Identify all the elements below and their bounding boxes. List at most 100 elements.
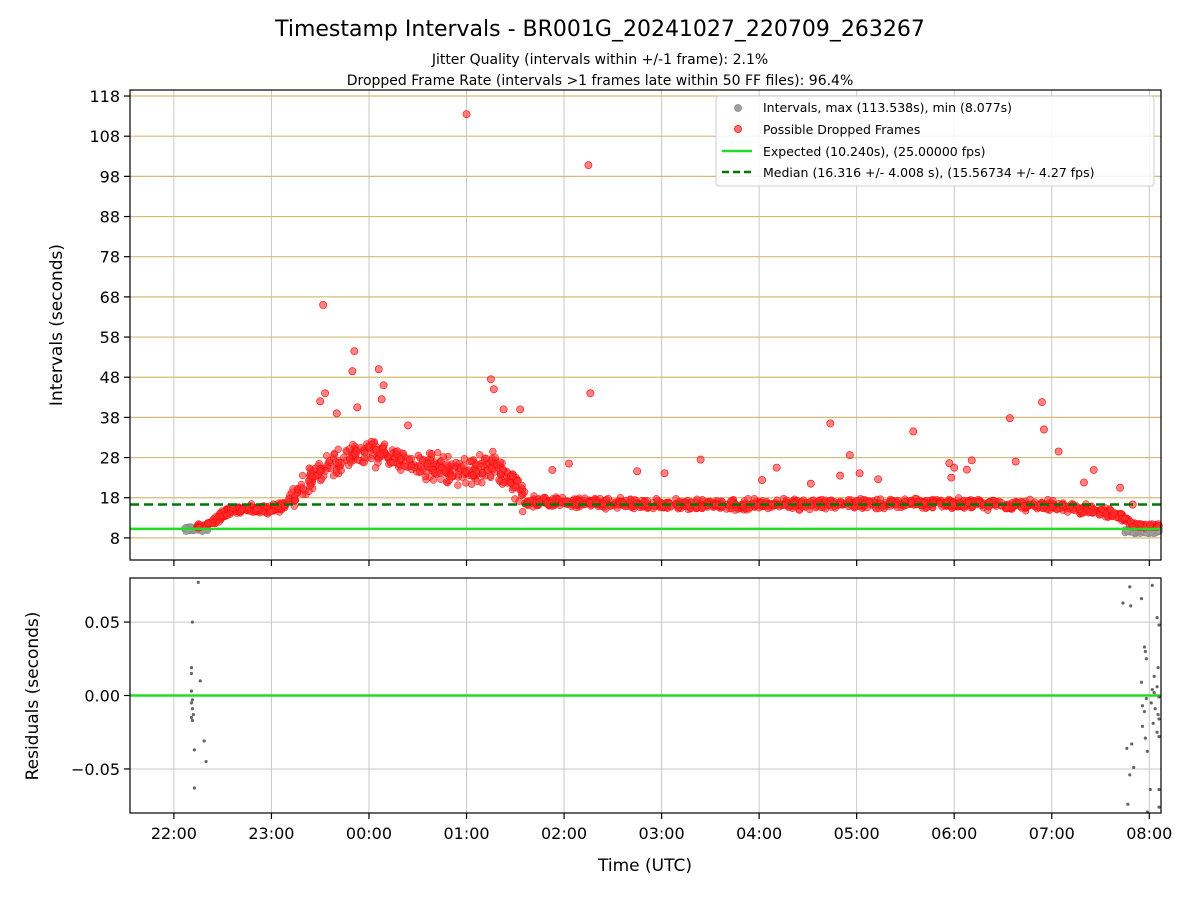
- dropped-frame-point: [209, 515, 217, 524]
- dropped-frame-point: [372, 446, 380, 454]
- legend-marker-dropped: [734, 125, 742, 133]
- dropped-frame-outlier: [1054, 447, 1063, 456]
- dropped-frame-point: [486, 472, 495, 480]
- dropped-frame-point: [850, 504, 859, 512]
- dropped-frame-outlier: [758, 476, 766, 484]
- residual-point: [190, 718, 195, 723]
- dropped-frame-point: [698, 504, 706, 513]
- dropped-frame-outlier: [319, 301, 328, 309]
- residual-point: [190, 698, 195, 702]
- dropped-frame-point: [1136, 520, 1144, 528]
- dropped-frame-outlier: [909, 427, 918, 436]
- residual-point: [1157, 623, 1161, 627]
- dropped-frame-point: [586, 499, 594, 507]
- residual-point: [1157, 735, 1161, 739]
- dropped-frame-outlier: [348, 367, 357, 376]
- dropped-frame-point: [407, 462, 415, 470]
- dropped-frame-point: [330, 450, 339, 459]
- dropped-frame-outlier: [1038, 398, 1046, 407]
- dropped-frame-point: [443, 460, 451, 468]
- dropped-frame-point: [462, 479, 470, 487]
- dropped-frame-point: [519, 507, 527, 516]
- dropped-frame-point: [238, 505, 246, 513]
- dropped-frame-point: [496, 470, 505, 478]
- dropped-frame-point: [478, 469, 486, 477]
- top-y-axis-label: Intervals (seconds): [47, 244, 67, 406]
- dropped-frame-point: [1049, 496, 1057, 505]
- dropped-frame-point: [476, 451, 484, 459]
- top-y-tick-label: 8: [110, 529, 120, 548]
- dropped-frame-point: [1003, 504, 1011, 512]
- dropped-frame-point: [376, 450, 385, 458]
- dropped-frame-point: [826, 496, 834, 505]
- dropped-frame-point: [1064, 508, 1072, 516]
- dropped-frame-outlier: [353, 403, 362, 412]
- x-tick-label: 08:00: [1126, 824, 1172, 843]
- residual-point: [1157, 717, 1161, 721]
- dropped-frame-point: [1121, 514, 1129, 523]
- dropped-frame-outlier: [462, 110, 471, 119]
- x-tick-label: 07:00: [1029, 824, 1075, 843]
- dropped-frame-point: [836, 497, 845, 505]
- top-y-tick-label: 28: [100, 449, 120, 468]
- dropped-frame-outlier: [874, 475, 883, 484]
- bottom-y-tick-label: 0.00: [84, 687, 120, 706]
- residual-point: [1143, 736, 1147, 740]
- dropped-frame-point: [654, 497, 662, 505]
- dropped-frame-outlier: [1080, 478, 1088, 487]
- x-tick-label: 02:00: [541, 824, 587, 843]
- dropped-frame-outlier: [321, 389, 329, 398]
- dropped-frame-outlier: [947, 473, 956, 482]
- x-tick-label: 23:00: [248, 824, 294, 843]
- dropped-frame-outlier: [1116, 483, 1124, 492]
- residual-point: [1130, 742, 1134, 746]
- dropped-frame-point: [506, 479, 514, 487]
- residual-point: [1149, 701, 1153, 705]
- dropped-frame-outlier: [1040, 425, 1048, 434]
- dropped-frame-outlier: [404, 421, 412, 430]
- dropped-frame-point: [509, 472, 517, 480]
- residual-point: [189, 701, 194, 705]
- residual-points: [189, 580, 1161, 814]
- dropped-frame-point: [649, 504, 658, 513]
- residual-point: [1143, 649, 1147, 654]
- dropped-frame-point: [472, 468, 480, 476]
- dropped-frame-point: [298, 471, 307, 480]
- residual-point: [190, 620, 195, 624]
- dropped-frame-point: [340, 453, 348, 461]
- residual-point: [1128, 773, 1132, 777]
- dropped-frame-outlier: [660, 469, 669, 478]
- dropped-frame-point: [731, 506, 739, 514]
- x-tick-label: 04:00: [736, 824, 782, 843]
- residual-point: [189, 689, 194, 693]
- dropped-frame-outlier: [350, 347, 359, 356]
- dropped-frame-point: [367, 454, 376, 463]
- dropped-frame-point: [482, 454, 491, 463]
- legend-label-median: Median (16.316 +/- 4.008 s), (15.56734 +…: [763, 165, 1094, 180]
- dropped-frame-outlier: [772, 463, 781, 472]
- residual-point: [1132, 765, 1136, 770]
- dropped-frame-point: [437, 457, 445, 465]
- dropped-frame-outlier: [696, 455, 705, 464]
- dropped-frame-point: [477, 462, 485, 471]
- residual-point: [192, 786, 196, 790]
- dropped-frame-point: [291, 496, 299, 505]
- dropped-frame-outlier: [962, 465, 971, 474]
- residual-point: [190, 707, 195, 711]
- dropped-frame-point: [360, 453, 369, 462]
- dropped-frame-point: [513, 477, 521, 485]
- residual-point: [1157, 787, 1161, 792]
- residual-point: [202, 739, 206, 743]
- top-y-tick-label: 68: [100, 288, 120, 307]
- dropped-frame-point: [488, 464, 496, 473]
- dropped-frame-point: [349, 440, 357, 449]
- dropped-frame-outlier: [1005, 414, 1014, 423]
- dropped-frame-outlier: [377, 395, 386, 404]
- dropped-frame-point: [351, 450, 359, 458]
- top-plot-frame: [129, 89, 1162, 561]
- dropped-frame-point: [518, 481, 526, 490]
- x-tick-label: 06:00: [931, 824, 977, 843]
- dropped-frame-point: [1110, 509, 1118, 517]
- dropped-frame-outlier: [499, 405, 508, 414]
- residual-point: [1140, 724, 1145, 728]
